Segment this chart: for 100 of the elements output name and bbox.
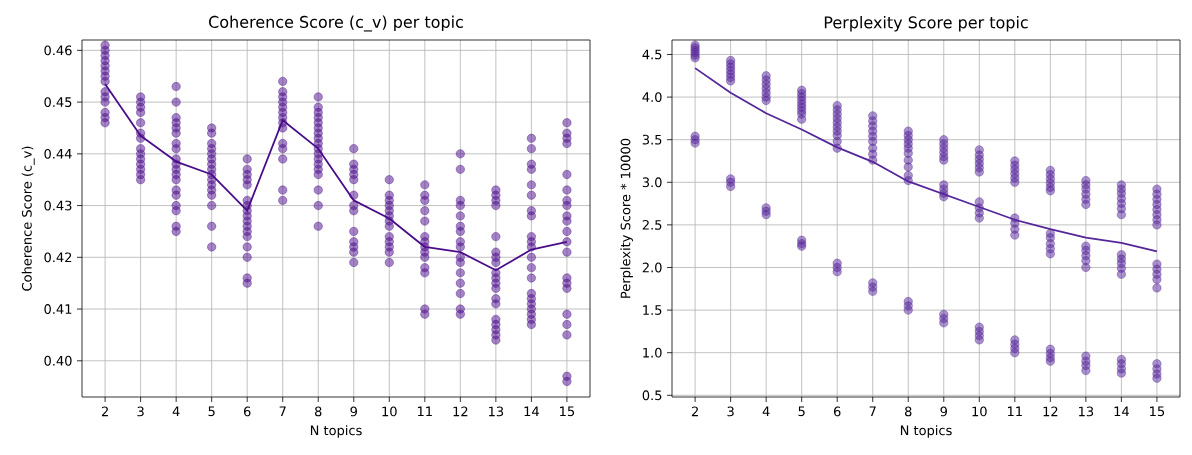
point: [526, 320, 536, 329]
point: [903, 176, 913, 185]
point: [455, 289, 465, 298]
point: [313, 170, 323, 179]
x-tick-label: 8: [314, 406, 322, 417]
x-tick-label: 7: [869, 406, 876, 417]
y-tick-label: 0.45: [44, 97, 72, 108]
point: [384, 221, 394, 231]
point: [526, 211, 536, 221]
point: [526, 144, 536, 154]
point: [726, 182, 736, 191]
point: [761, 210, 771, 220]
point: [207, 221, 217, 231]
point: [455, 164, 465, 174]
point: [420, 309, 430, 319]
point: [526, 164, 536, 174]
x-tick-label: 10: [382, 406, 397, 417]
point: [1010, 348, 1020, 358]
point: [761, 96, 771, 105]
point: [562, 320, 572, 329]
x-tick-label: 14: [1114, 406, 1129, 417]
y-tick-label: 0.41: [44, 304, 72, 314]
point: [313, 221, 323, 231]
point: [420, 180, 430, 190]
point: [832, 267, 842, 277]
point: [278, 77, 288, 86]
y-tick-label: 1.0: [643, 347, 662, 358]
point: [526, 180, 536, 190]
point: [455, 278, 465, 288]
point: [349, 144, 359, 154]
point: [278, 144, 288, 154]
point: [349, 206, 359, 216]
x-tick-label: 8: [904, 406, 912, 417]
point: [455, 268, 465, 278]
point: [903, 155, 913, 165]
point: [868, 155, 878, 165]
point: [278, 185, 288, 195]
point: [313, 185, 323, 195]
x-tick-label: 11: [417, 406, 432, 417]
point: [455, 242, 465, 252]
y-tick-label: 3.5: [642, 134, 662, 145]
point: [974, 335, 984, 345]
x-tick-label: 10: [972, 406, 987, 417]
point: [171, 227, 181, 236]
x-tick-label: 11: [1007, 406, 1022, 417]
point: [242, 252, 252, 262]
point: [562, 237, 572, 247]
point: [526, 263, 536, 273]
point: [171, 128, 181, 138]
point: [349, 190, 359, 200]
point: [562, 139, 572, 148]
point: [455, 227, 465, 236]
y-tick-label: 0.5: [642, 390, 662, 401]
point: [1081, 366, 1091, 375]
point: [562, 227, 572, 236]
point: [171, 190, 181, 200]
point: [562, 330, 572, 340]
point: [491, 201, 501, 210]
point: [562, 283, 572, 293]
point: [278, 123, 288, 133]
point: [1152, 283, 1162, 293]
y-tick-label: 3.0: [642, 177, 662, 188]
point: [207, 242, 217, 252]
x-axis-title: N topics: [310, 425, 362, 438]
point: [384, 247, 394, 257]
point: [1081, 256, 1091, 266]
point: [349, 247, 359, 257]
point: [562, 201, 572, 210]
point: [242, 180, 252, 190]
point: [136, 133, 146, 143]
x-tick-label: 5: [208, 406, 215, 417]
point: [491, 283, 501, 293]
point: [171, 206, 181, 216]
x-tick-label: 12: [453, 406, 468, 417]
point: [455, 258, 465, 267]
point: [420, 252, 430, 262]
y-tick-label: 0.40: [44, 355, 72, 366]
point: [832, 143, 842, 153]
x-tick-label: 4: [172, 406, 180, 417]
point: [1152, 275, 1162, 284]
point: [1152, 220, 1162, 230]
y-tick-label: 0.44: [44, 148, 72, 159]
chart-title: Perplexity Score per topic: [824, 16, 1028, 32]
point: [1117, 269, 1126, 279]
y-tick-label: 2.0: [642, 262, 662, 273]
point: [242, 278, 252, 288]
point: [562, 309, 572, 319]
point: [1152, 373, 1162, 383]
point: [278, 154, 288, 164]
x-tick-label: 12: [1043, 406, 1058, 417]
point: [171, 144, 181, 154]
y-tick-label: 0.42: [44, 252, 72, 263]
point: [526, 252, 536, 262]
point: [455, 149, 465, 159]
point: [349, 227, 359, 236]
point: [1081, 263, 1091, 272]
point: [562, 118, 572, 128]
point: [903, 162, 913, 172]
point: [726, 76, 736, 86]
x-tick-label: 2: [691, 406, 698, 417]
